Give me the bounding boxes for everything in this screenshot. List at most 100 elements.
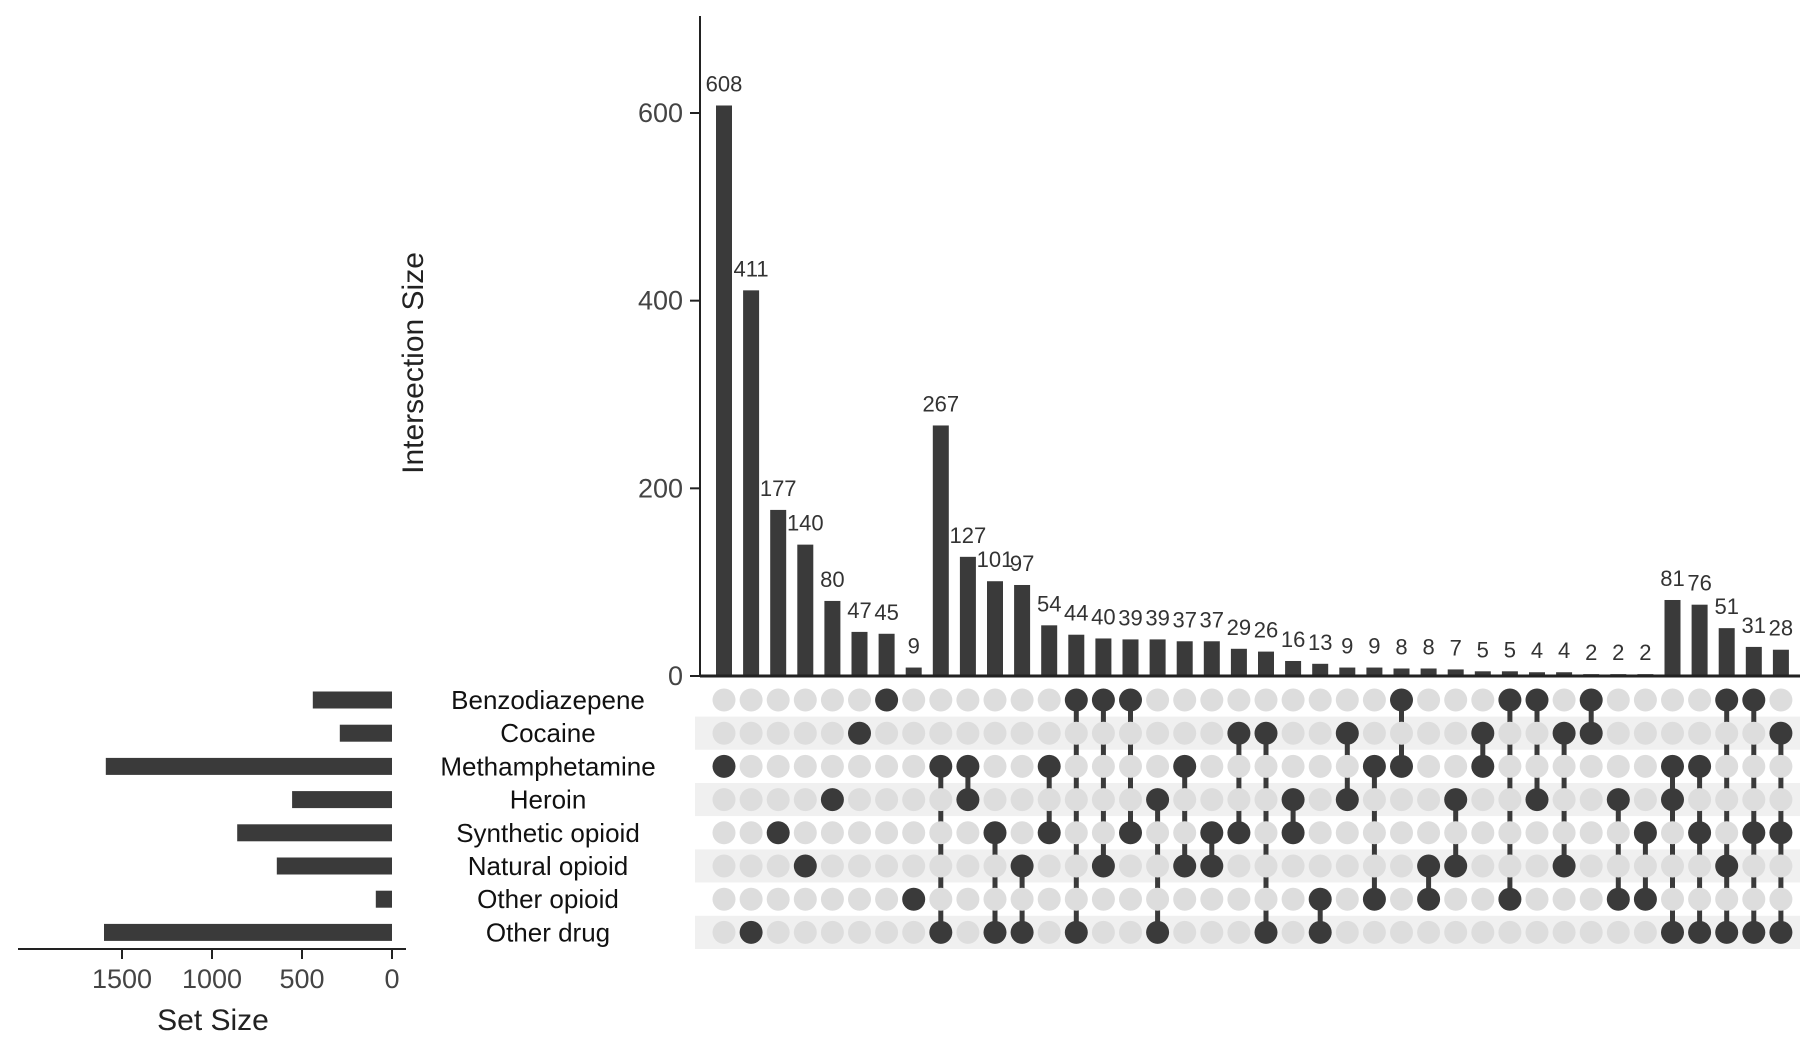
- membership-dot-empty: [1362, 721, 1386, 745]
- membership-dot-empty: [1064, 754, 1088, 778]
- membership-dot-empty: [1688, 688, 1712, 712]
- intersection-bar-label: 40: [1091, 604, 1115, 629]
- intersection-bar-label: 5: [1504, 637, 1516, 662]
- set-size-bar: [237, 824, 392, 842]
- membership-dot-filled: [1417, 854, 1441, 878]
- membership-dot-empty: [1579, 887, 1603, 911]
- intersection-size-axis: 0 200 400 600: [638, 16, 1800, 691]
- membership-dot-empty: [1498, 854, 1522, 878]
- membership-dot-empty: [1308, 688, 1332, 712]
- intersection-bar: [716, 105, 732, 676]
- membership-dot-empty: [1525, 721, 1549, 745]
- membership-dot-filled: [1308, 920, 1332, 944]
- membership-dot-filled: [820, 788, 844, 812]
- membership-dot-filled: [1227, 821, 1251, 845]
- membership-dot-empty: [1606, 821, 1630, 845]
- membership-dot-empty: [1471, 887, 1495, 911]
- membership-dot-filled: [1173, 754, 1197, 778]
- intersection-bar-label: 29: [1227, 615, 1251, 640]
- membership-dot-empty: [1335, 821, 1359, 845]
- intersection-bar-label: 267: [922, 391, 959, 416]
- membership-dot-empty: [1390, 887, 1413, 911]
- membership-dot-filled: [1200, 821, 1224, 845]
- membership-dot-empty: [1010, 887, 1034, 911]
- membership-dot-filled: [1091, 854, 1115, 878]
- membership-dot-empty: [1633, 688, 1657, 712]
- membership-dot-empty: [1308, 854, 1332, 878]
- membership-dot-empty: [1606, 721, 1630, 745]
- membership-dot-empty: [956, 721, 980, 745]
- membership-dot-empty: [848, 754, 871, 778]
- membership-dot-empty: [1362, 854, 1386, 878]
- y-tick-label: 200: [638, 473, 683, 503]
- membership-dot-empty: [1606, 688, 1630, 712]
- intersection-bar-label: 4: [1558, 638, 1570, 663]
- membership-dot-filled: [1010, 920, 1034, 944]
- membership-dot-empty: [1417, 920, 1441, 944]
- set-name-label: Synthetic opioid: [456, 818, 640, 848]
- intersection-bar-label: 37: [1200, 607, 1224, 632]
- membership-dot-empty: [1417, 688, 1441, 712]
- y-tick-label: 0: [668, 661, 683, 691]
- membership-dot-empty: [1146, 821, 1170, 845]
- membership-dot-empty: [875, 821, 899, 845]
- membership-dot-empty: [902, 854, 926, 878]
- set-name-label: Other opioid: [477, 884, 619, 914]
- intersection-bar: [743, 290, 760, 676]
- membership-dot-empty: [1227, 788, 1251, 812]
- membership-dot-empty: [820, 688, 844, 712]
- membership-dot-empty: [1146, 854, 1170, 878]
- intersection-bar-label: 37: [1172, 607, 1196, 632]
- membership-dot-empty: [739, 721, 763, 745]
- membership-dot-filled: [1742, 688, 1766, 712]
- membership-dot-empty: [1335, 920, 1359, 944]
- set-size-bar: [105, 757, 393, 775]
- membership-dot-filled: [902, 887, 926, 911]
- membership-dot-filled: [1146, 788, 1170, 812]
- membership-dot-empty: [739, 688, 763, 712]
- membership-dot-empty: [766, 854, 790, 878]
- membership-dot-empty: [1769, 788, 1793, 812]
- membership-dot-empty: [1119, 788, 1142, 812]
- membership-dot-empty: [1525, 821, 1549, 845]
- membership-dot-empty: [793, 688, 817, 712]
- intersection-bar-label: 9: [1341, 634, 1353, 659]
- membership-dot-empty: [1200, 688, 1224, 712]
- membership-dot-empty: [1281, 754, 1305, 778]
- membership-dot-empty: [1173, 788, 1197, 812]
- membership-dot-empty: [1444, 920, 1468, 944]
- intersection-bar: [1691, 604, 1708, 676]
- membership-dot-empty: [1308, 788, 1332, 812]
- membership-dot-empty: [1254, 854, 1278, 878]
- membership-dot-empty: [1606, 754, 1630, 778]
- membership-dot-empty: [1579, 854, 1603, 878]
- membership-dot-empty: [902, 920, 926, 944]
- membership-dot-empty: [1227, 754, 1251, 778]
- intersection-bar: [1041, 625, 1058, 676]
- membership-dot-filled: [1037, 821, 1061, 845]
- membership-dot-empty: [1146, 754, 1170, 778]
- membership-dot-empty: [1200, 920, 1224, 944]
- membership-dot-filled: [1498, 887, 1522, 911]
- membership-dot-empty: [1498, 721, 1522, 745]
- set-size-bar: [375, 890, 392, 908]
- membership-dot-empty: [739, 887, 763, 911]
- membership-dot-empty: [766, 788, 790, 812]
- membership-dot-empty: [1254, 788, 1278, 812]
- intersection-bar: [1529, 672, 1545, 676]
- membership-dot-empty: [1633, 920, 1657, 944]
- membership-dot-empty: [1146, 887, 1170, 911]
- set-size-axis: 1500 1000 500 0: [18, 948, 406, 994]
- membership-dot-filled: [1444, 788, 1468, 812]
- intersection-bar-label: 97: [1010, 551, 1034, 576]
- membership-dot-empty: [1173, 821, 1197, 845]
- intersection-bar: [797, 544, 814, 676]
- membership-dot-filled: [1254, 920, 1278, 944]
- membership-dot-filled: [1390, 754, 1413, 778]
- set-size-bar: [104, 923, 392, 941]
- membership-dot-empty: [793, 821, 817, 845]
- intersection-bar: [987, 581, 1003, 676]
- membership-dot-empty: [766, 721, 790, 745]
- membership-dot-filled: [983, 821, 1007, 845]
